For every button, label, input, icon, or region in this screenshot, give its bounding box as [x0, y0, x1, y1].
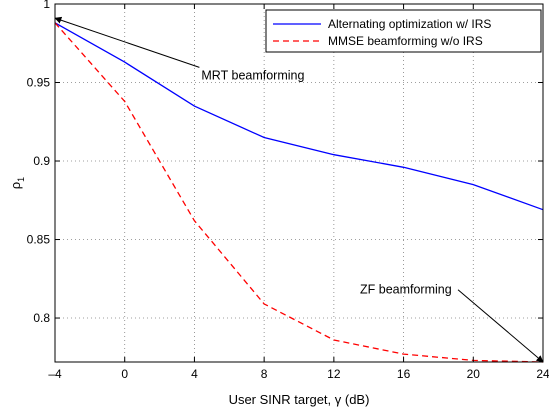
plot-frame — [54, 3, 544, 363]
y-axis-label-symbol: ρ — [8, 182, 23, 189]
x-tick-label: –4 — [48, 367, 62, 381]
y-axis-label: ρ1 — [8, 177, 26, 189]
x-tick-label: 20 — [467, 367, 481, 381]
annotation-label: ZF beamforming — [360, 283, 452, 297]
x-tick-label: 16 — [397, 367, 411, 381]
x-tick-label: 4 — [191, 367, 198, 381]
plot-background — [55, 4, 543, 362]
x-tick-label: 8 — [261, 367, 268, 381]
grid — [55, 4, 543, 362]
x-tick-label: 0 — [121, 367, 128, 381]
legend-label: Alternating optimization w/ IRS — [328, 17, 491, 31]
y-tick-label: 1 — [43, 0, 50, 11]
series-layer — [54, 22, 544, 363]
series-line-2 — [54, 22, 544, 363]
annotation-arrow — [54, 16, 200, 68]
x-tick-label: 12 — [327, 367, 341, 381]
y-tick-label: 0.8 — [33, 311, 50, 325]
y-tick-label: 0.85 — [27, 233, 51, 247]
annotation-label: MRT beamforming — [201, 68, 304, 82]
y-axis-label-subscript: 1 — [16, 177, 26, 182]
legend: Alternating optimization w/ IRS MMSE beam… — [265, 9, 542, 53]
ticks: –4 0 4 8 12 16 20 24 0.8 0.85 0.9 0.95 1 — [27, 0, 549, 381]
series-line-1 — [54, 22, 544, 211]
x-axis-label: User SINR target, γ (dB) — [229, 392, 370, 407]
annotation-arrow — [457, 289, 544, 363]
x-tick-label: 24 — [536, 367, 549, 381]
y-tick-label: 0.9 — [33, 154, 50, 168]
annotations: MRT beamforming ZF beamforming — [54, 16, 544, 363]
legend-box — [265, 9, 542, 53]
y-tick-label: 0.95 — [27, 76, 51, 90]
legend-label: MMSE beamforming w/o IRS — [328, 34, 483, 48]
